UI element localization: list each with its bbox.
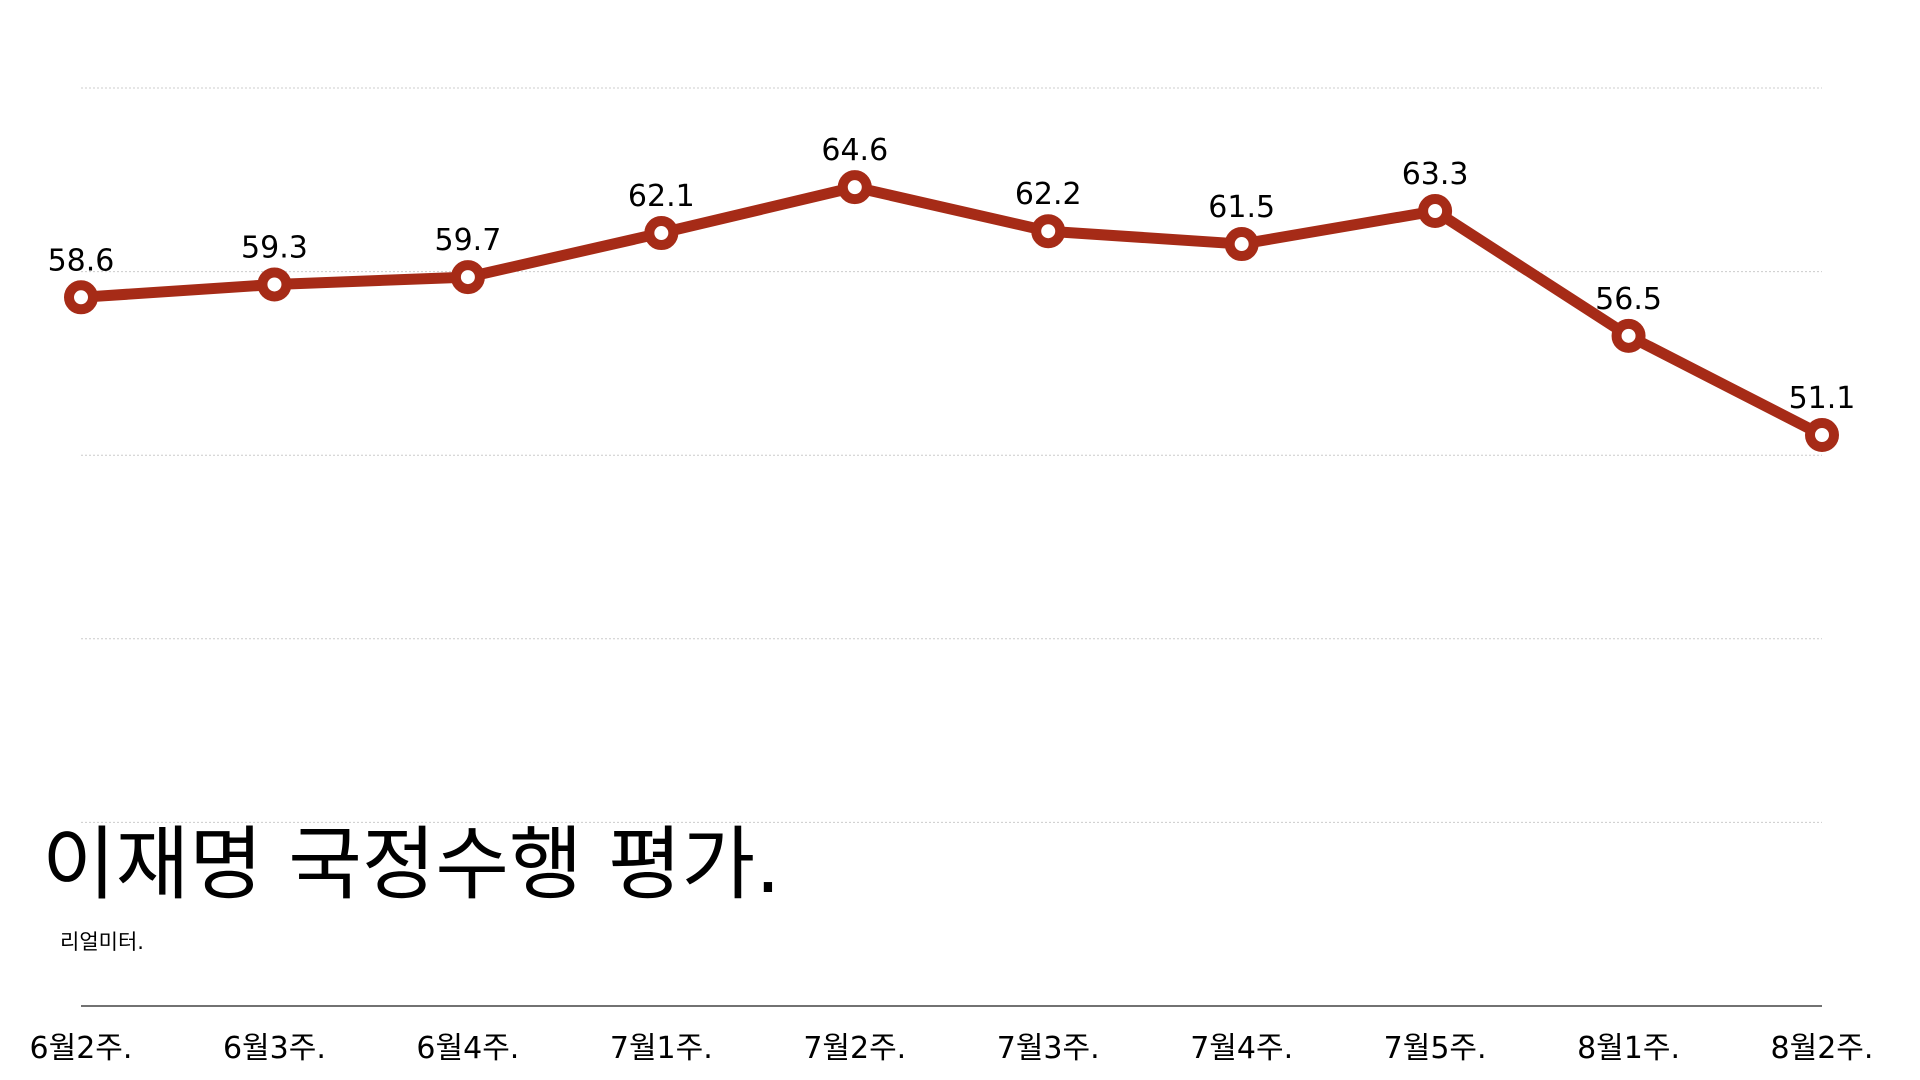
x-tick-label: 6월2주. xyxy=(30,1031,133,1066)
data-point xyxy=(64,280,98,315)
series-line xyxy=(75,181,1828,441)
data-point xyxy=(1611,318,1646,353)
x-tick-label: 6월4주. xyxy=(416,1031,519,1066)
chart-subtitle: 리얼미터. xyxy=(60,930,144,954)
x-tick-label: 6월3주. xyxy=(223,1031,326,1066)
x-tick-label: 7월5주. xyxy=(1384,1031,1487,1066)
data-point xyxy=(837,170,872,205)
data-point xyxy=(1805,418,1839,453)
data-point xyxy=(1224,227,1259,262)
x-tick-label: 7월3주. xyxy=(997,1031,1100,1066)
data-point xyxy=(1418,194,1453,229)
x-tick-label: 7월2주. xyxy=(803,1031,906,1066)
data-label: 59.7 xyxy=(434,223,501,258)
data-point xyxy=(257,267,292,302)
data-label: 56.5 xyxy=(1595,282,1662,317)
data-label: 63.3 xyxy=(1402,157,1469,192)
x-tick-label: 8월2주. xyxy=(1771,1031,1874,1066)
data-point xyxy=(450,260,485,295)
data-label: 64.6 xyxy=(821,133,888,168)
data-label: 62.2 xyxy=(1015,177,1082,212)
data-point xyxy=(1031,214,1066,249)
data-point xyxy=(644,216,679,251)
data-label: 61.5 xyxy=(1208,190,1275,225)
x-tick-label: 8월1주. xyxy=(1577,1031,1680,1066)
data-label: 51.1 xyxy=(1789,381,1856,416)
chart-title: 이재명 국정수행 평가. xyxy=(42,818,781,911)
x-tick-label: 7월4주. xyxy=(1190,1031,1293,1066)
x-tick-label: 7월1주. xyxy=(610,1031,713,1066)
data-label: 59.3 xyxy=(241,230,308,265)
data-label: 58.6 xyxy=(48,243,115,278)
data-label: 62.1 xyxy=(628,179,695,214)
